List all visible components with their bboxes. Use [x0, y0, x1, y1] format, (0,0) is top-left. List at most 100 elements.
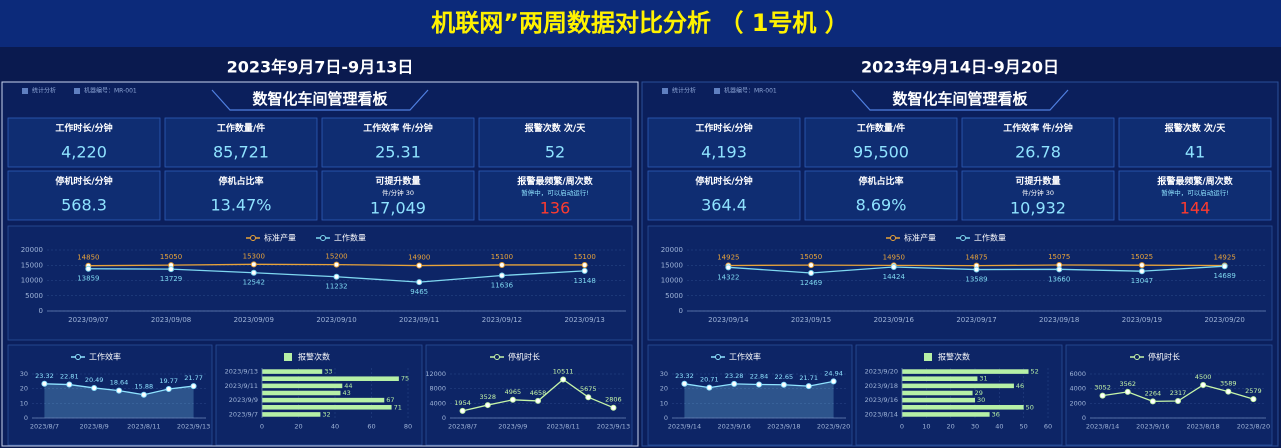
chart-box	[7, 344, 213, 446]
kpi-value: 568.3	[61, 196, 107, 215]
point	[1099, 392, 1106, 399]
value-label: 32	[322, 410, 330, 418]
kpi-card	[961, 170, 1115, 221]
y-tick-label: 2023/9/13	[225, 368, 258, 376]
kpi-card	[164, 170, 318, 221]
value-label: 14424	[883, 273, 906, 281]
value-label: 13148	[574, 277, 596, 285]
point	[250, 261, 257, 268]
point	[706, 384, 713, 391]
point	[41, 380, 48, 387]
x-tick-label: 2023/8/20	[1237, 423, 1270, 431]
legend-dot	[890, 235, 896, 241]
y-tick-label: 20000	[661, 246, 683, 254]
x-tick-label: 2023/9/13	[177, 423, 210, 431]
value-label: 15075	[1048, 253, 1070, 261]
value-label: 23.28	[725, 372, 744, 380]
point	[1225, 388, 1232, 395]
kpi-label: 报警次数 次/天	[525, 122, 586, 134]
point	[805, 383, 812, 390]
value-label: 3562	[1119, 380, 1136, 388]
page-title: 机联网”两周数据对比分析 （ 1号机 ）	[431, 9, 849, 37]
point	[498, 261, 505, 268]
value-label: 75	[401, 375, 409, 383]
legend-swatch	[284, 353, 292, 361]
point	[498, 272, 505, 279]
title-banner	[211, 89, 429, 111]
y-tick-label: 0	[664, 414, 668, 422]
value-label: 20.71	[700, 376, 719, 384]
value-label: 14925	[717, 253, 739, 261]
value-label: 5675	[580, 385, 597, 393]
x-tick-label: 40	[995, 423, 1003, 431]
point	[725, 264, 732, 271]
kpi-value: 26.78	[1015, 143, 1061, 162]
value-label: 23.32	[35, 372, 54, 380]
value-label: 29	[975, 389, 983, 397]
value-label: 52	[1031, 368, 1039, 376]
legend-label: 工作数量	[974, 233, 1006, 243]
tag-icon	[74, 88, 80, 94]
point	[1175, 398, 1181, 405]
value-label: 14900	[408, 254, 430, 262]
legend-dot	[494, 354, 500, 360]
kpi-value: 4,220	[61, 143, 107, 162]
value-label: 15050	[160, 253, 182, 261]
value-label: 3589	[1220, 380, 1237, 388]
y-tick-label: 0	[679, 307, 683, 315]
kpi-card	[164, 117, 318, 168]
x-tick-label: 2023/09/19	[1122, 316, 1162, 324]
bar	[902, 369, 1029, 374]
value-label: 11232	[325, 283, 347, 291]
kpi-value: 52	[545, 143, 565, 162]
y-tick-label: 20000	[21, 246, 43, 254]
x-tick-label: 2023/09/07	[68, 316, 108, 324]
point	[250, 269, 257, 276]
value-label: 13729	[160, 275, 182, 283]
x-tick-label: 2023/09/14	[708, 316, 749, 324]
kpi-card	[961, 117, 1115, 168]
point	[1138, 262, 1145, 269]
y-tick-label: 2023/9/20	[865, 368, 898, 376]
legend-label: 工作效率	[89, 352, 121, 362]
value-label: 2264	[1145, 389, 1162, 397]
point	[830, 378, 837, 385]
kpi-card	[1118, 117, 1272, 168]
kpi-label: 工作效率 件/分钟	[363, 122, 432, 134]
y-tick-label: 20	[20, 385, 28, 393]
title-bar	[0, 0, 1281, 47]
kpi-card	[804, 170, 958, 221]
kpi-label: 停机时长/分钟	[55, 175, 112, 187]
point	[808, 262, 815, 269]
y-tick-label: 12000	[425, 370, 446, 378]
kpi-card	[7, 117, 161, 168]
point	[581, 267, 588, 274]
x-tick-label: 50	[1020, 423, 1028, 431]
chart-box	[647, 344, 853, 446]
y-tick-label: 4000	[1069, 385, 1086, 393]
point	[1221, 263, 1228, 270]
value-label: 4658	[530, 389, 547, 397]
x-tick-label: 2023/8/14	[1086, 423, 1119, 431]
chart-box	[7, 225, 633, 341]
x-tick-label: 2023/9/16	[1136, 423, 1169, 431]
point	[973, 266, 980, 273]
kpi-card	[647, 117, 801, 168]
kpi-card	[804, 117, 958, 168]
value-label: 15300	[243, 252, 265, 260]
value-label: 43	[342, 389, 350, 397]
kpi-label: 工作数量/件	[857, 122, 905, 134]
point	[585, 394, 592, 401]
kpi-value: 4,193	[701, 143, 747, 162]
y-tick-label: 5000	[665, 292, 683, 300]
bar	[262, 376, 399, 381]
x-tick-label: 10	[922, 423, 930, 431]
x-tick-label: 2023/8/7	[30, 423, 59, 431]
x-tick-label: 2023/8/11	[546, 423, 579, 431]
point	[116, 387, 122, 394]
point	[85, 265, 92, 272]
value-label: 10511	[553, 367, 574, 375]
bar	[902, 390, 973, 396]
point	[756, 381, 762, 388]
